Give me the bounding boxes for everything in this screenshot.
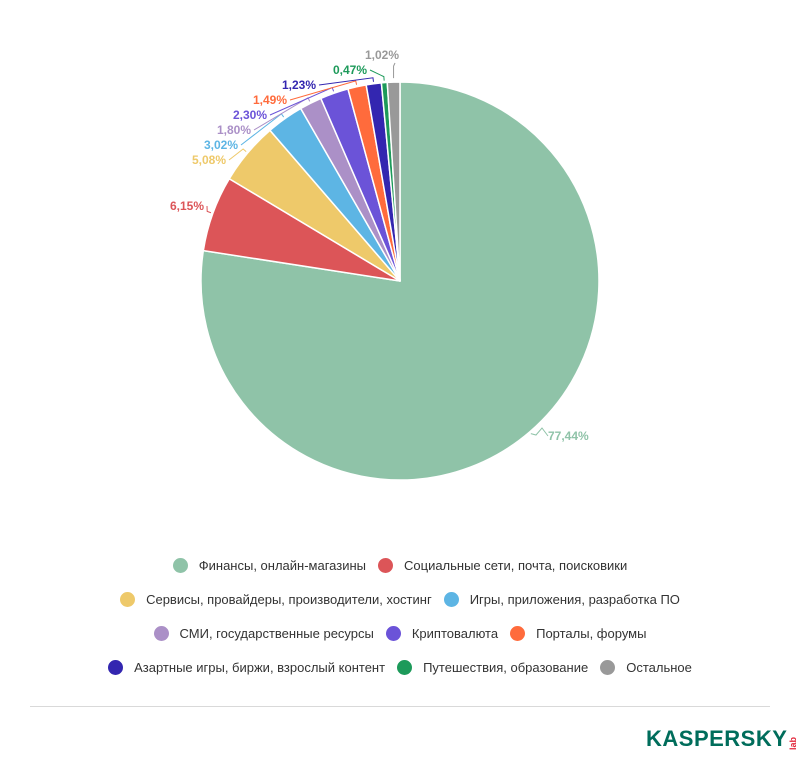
slice-value-label: 2,30% (233, 108, 267, 122)
pie-slices (200, 81, 600, 481)
legend-label: Азартные игры, биржи, взрослый контент (134, 659, 386, 675)
label-leader-line (369, 69, 385, 81)
legend-dot-icon (120, 591, 136, 607)
legend-item-crypto[interactable]: Криптовалюта (385, 625, 499, 641)
slice-value-label: 77,44% (548, 429, 589, 443)
legend-dot-icon (600, 659, 616, 675)
label-leader-line (206, 205, 212, 214)
legend-label: Сервисы, провайдеры, производители, хост… (146, 591, 432, 607)
legend-label: Игры, приложения, разработка ПО (469, 591, 680, 607)
legend-dot-icon (385, 625, 401, 641)
legend-item-finance[interactable]: Финансы, онлайн-магазины (172, 557, 366, 573)
kaspersky-logo: KASPERSKY lab (646, 726, 799, 751)
label-leader-line (393, 62, 396, 79)
legend-item-media[interactable]: СМИ, государственные ресурсы (153, 625, 374, 641)
slice-value-label: 5,08% (192, 153, 226, 167)
label-leader-line (530, 427, 549, 437)
legend-item-games[interactable]: Игры, приложения, разработка ПО (443, 591, 680, 607)
slice-value-label: 1,02% (365, 48, 399, 62)
legend-label: Остальное (626, 659, 692, 675)
pie-chart: 77,44% 6,15% 5,08%3,02%1,80%2,30%1,49%1,23… (170, 48, 600, 481)
logo-lab-suffix: lab (788, 736, 799, 750)
slice-value-label: 0,47% (333, 63, 367, 77)
slice-value-label: 1,49% (253, 93, 287, 107)
pie-labels: 77,44% 6,15% 5,08%3,02%1,80%2,30%1,49%1,23… (170, 48, 589, 443)
label-leader-line (289, 80, 358, 101)
legend-label: Социальные сети, почта, поисковики (404, 557, 628, 573)
legend-item-travel[interactable]: Путешествия, образование (397, 659, 589, 675)
legend-row: Сервисы, провайдеры, производители, хост… (0, 582, 800, 616)
legend-label: СМИ, государственные ресурсы (179, 625, 374, 641)
legend-label: Путешествия, образование (423, 659, 589, 675)
legend-dot-icon (108, 659, 124, 675)
legend-dot-icon (153, 625, 169, 641)
label-leader-line (318, 77, 374, 86)
legend-dot-icon (378, 557, 393, 573)
legend-dot-icon (510, 625, 526, 641)
label-leader-line (228, 148, 247, 161)
chart-legend: Финансы, онлайн-магазины Социальные сети… (0, 548, 800, 684)
legend-row: Финансы, онлайн-магазины Социальные сети… (0, 548, 800, 582)
legend-dot-icon (397, 659, 413, 675)
legend-label: Порталы, форумы (536, 625, 647, 641)
legend-item-gambling[interactable]: Азартные игры, биржи, взрослый контент (108, 659, 386, 675)
legend-item-services[interactable]: Сервисы, провайдеры, производители, хост… (120, 591, 432, 607)
legend-row: Азартные игры, биржи, взрослый контент П… (0, 650, 800, 684)
legend-dot-icon (443, 591, 459, 607)
legend-label: Финансы, онлайн-магазины (198, 557, 366, 573)
legend-item-social[interactable]: Социальные сети, почта, поисковики (378, 557, 628, 573)
legend-item-other[interactable]: Остальное (600, 659, 692, 675)
legend-row: СМИ, государственные ресурсы Криптовалют… (0, 616, 800, 650)
pie-slice[interactable] (386, 81, 401, 282)
slice-value-label: 3,02% (204, 138, 238, 152)
legend-dot-icon (172, 557, 188, 573)
legend-label: Криптовалюта (411, 625, 499, 641)
logo-wordmark: KASPERSKY (646, 726, 788, 751)
slice-value-label: 6,15% (170, 199, 204, 213)
legend-item-portals[interactable]: Порталы, форумы (510, 625, 647, 641)
slice-value-label: 1,23% (282, 78, 316, 92)
slice-value-label: 1,80% (217, 123, 251, 137)
footer-divider (30, 706, 770, 707)
